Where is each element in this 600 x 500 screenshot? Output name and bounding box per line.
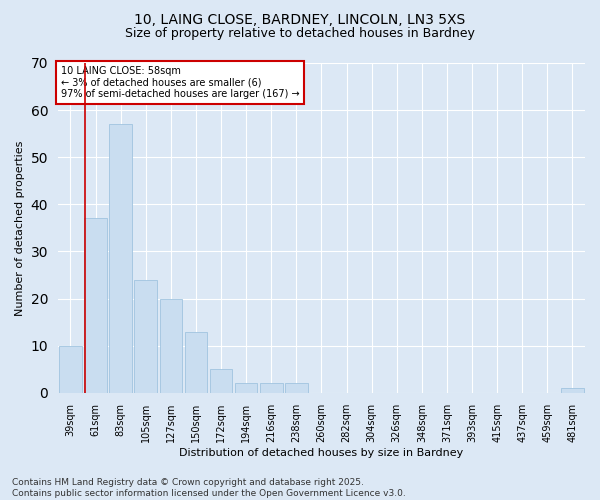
Bar [285, 384, 308, 393]
Text: 10, LAING CLOSE, BARDNEY, LINCOLN, LN3 5XS: 10, LAING CLOSE, BARDNEY, LINCOLN, LN3 5… [134, 12, 466, 26]
Bar [210, 370, 232, 393]
Bar [109, 124, 132, 393]
X-axis label: Distribution of detached houses by size in Bardney: Distribution of detached houses by size … [179, 448, 464, 458]
Bar [561, 388, 584, 393]
Text: Contains HM Land Registry data © Crown copyright and database right 2025.
Contai: Contains HM Land Registry data © Crown c… [12, 478, 406, 498]
Bar [235, 384, 257, 393]
Text: Size of property relative to detached houses in Bardney: Size of property relative to detached ho… [125, 28, 475, 40]
Bar [260, 384, 283, 393]
Bar [134, 280, 157, 393]
Bar [185, 332, 207, 393]
Bar [84, 218, 107, 393]
Bar [160, 298, 182, 393]
Text: 10 LAING CLOSE: 58sqm
← 3% of detached houses are smaller (6)
97% of semi-detach: 10 LAING CLOSE: 58sqm ← 3% of detached h… [61, 66, 299, 100]
Y-axis label: Number of detached properties: Number of detached properties [15, 140, 25, 316]
Bar [59, 346, 82, 393]
